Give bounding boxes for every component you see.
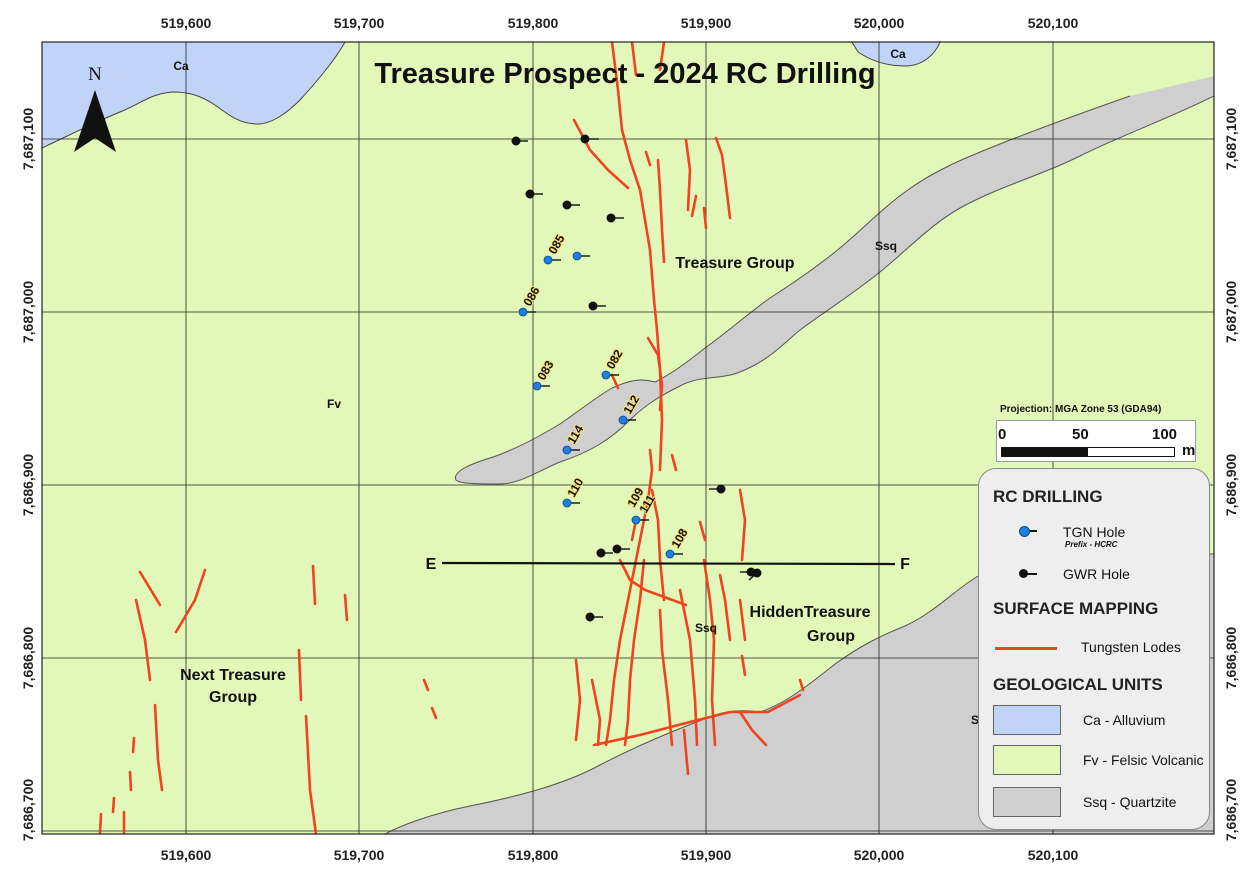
treasure-group-label: Treasure Group	[675, 255, 794, 272]
scale-bar: Projection: MGA Zone 53 (GDA94) 0 50 100…	[992, 400, 1202, 464]
unit-label-ssq: Ssq	[875, 239, 897, 253]
unit-label-ca: Ca	[173, 59, 189, 73]
legend-panel: RC DRILLING TGN Hole Prefix - HCRC GWR H…	[978, 468, 1210, 830]
alluvium-unit-right	[851, 42, 941, 67]
x-tick-label: 519,800	[508, 15, 559, 31]
quartzite-unit-ridge	[454, 76, 1214, 485]
hidden-treasure-group-label: Group	[807, 628, 855, 645]
surface-mapping-heading: SURFACE MAPPING	[993, 599, 1159, 618]
gwr-hole	[511, 136, 528, 146]
felsic-volcanic-swatch	[993, 745, 1061, 775]
gwr-hole	[562, 200, 580, 210]
x-tick-label: 520,100	[1028, 847, 1079, 863]
projection-label: Projection: MGA Zone 53 (GDA94)	[1000, 404, 1162, 415]
north-label: N	[88, 64, 102, 85]
quartzite-legend-label: Ssq - Quartzite	[1083, 794, 1177, 810]
tungsten-lodes-legend-line	[995, 647, 1057, 650]
section-end-label: F	[900, 556, 910, 573]
x-tick-label: 519,600	[161, 847, 212, 863]
unit-label-partial: S	[971, 713, 979, 727]
gwr-hole-legend-symbol	[1019, 569, 1041, 579]
gwr-hole	[709, 484, 726, 494]
next-treasure-group-label: Next Treasure	[180, 667, 286, 684]
hidden-treasure-group-label: HiddenTreasure	[750, 604, 871, 621]
x-tick-label: 519,700	[334, 847, 385, 863]
x-tick-label: 519,800	[508, 847, 559, 863]
x-tick-label: 519,900	[681, 15, 732, 31]
scale-tick-label: 50	[1072, 426, 1089, 443]
quartzite-swatch	[993, 787, 1061, 817]
y-tick-label: 7,686,800	[20, 627, 36, 689]
rc-drilling-heading: RC DRILLING	[993, 487, 1103, 506]
unit-label-fv: Fv	[327, 397, 341, 411]
gwr-hole	[580, 134, 599, 144]
gwr-hole	[525, 189, 543, 199]
gwr-hole	[585, 612, 603, 622]
y-tick-label: 7,686,800	[1223, 627, 1239, 689]
y-tick-label: 7,686,700	[20, 779, 36, 841]
tungsten-lodes-legend-label: Tungsten Lodes	[1081, 639, 1181, 655]
unit-label-ssq: Ssq	[695, 621, 717, 635]
north-arrow-icon: N	[74, 64, 116, 152]
scale-tick-label: 0	[998, 426, 1007, 443]
map-frame	[41, 41, 1215, 835]
gwr-hole	[588, 301, 606, 311]
section-line	[441, 561, 896, 566]
unit-label-ca: Ca	[890, 47, 906, 61]
felsic-volcanic-legend-label: Fv - Felsic Volcanic	[1083, 752, 1204, 768]
y-tick-label: 7,687,000	[20, 281, 36, 343]
y-tick-label: 7,687,100	[20, 108, 36, 170]
section-start-label: E	[426, 556, 437, 573]
gwr-hole	[606, 213, 624, 223]
tgn-hole	[572, 251, 590, 261]
gwr-holes	[511, 134, 762, 622]
tgn-hole-prefix-note: Prefix - HCRC	[1065, 540, 1118, 549]
scale-unit-label: m	[1182, 442, 1196, 459]
scale-tick-label: 100	[1152, 426, 1178, 443]
x-tick-label: 519,900	[681, 847, 732, 863]
alluvium-unit-left	[42, 42, 346, 149]
tgn-hole-legend-label: TGN Hole	[1063, 524, 1126, 540]
x-tick-label: 520,100	[1028, 15, 1079, 31]
x-tick-labels-top: 519,600 519,700 519,800 519,900 520,000 …	[161, 15, 1079, 31]
y-tick-label: 7,687,000	[1223, 281, 1239, 343]
alluvium-legend-label: Ca - Alluvium	[1083, 712, 1166, 728]
geological-units-heading: GEOLOGICAL UNITS	[993, 675, 1163, 694]
y-tick-label: 7,686,900	[1223, 454, 1239, 516]
x-tick-labels-bottom: 519,600 519,700 519,800 519,900 520,000 …	[161, 847, 1079, 863]
y-tick-label: 7,686,700	[1223, 779, 1239, 841]
gwr-hole	[748, 568, 762, 581]
y-tick-labels-left: 7,687,100 7,687,000 7,686,900 7,686,800 …	[20, 108, 36, 841]
gwr-hole	[612, 544, 630, 554]
x-tick-label: 520,000	[854, 15, 905, 31]
gwr-hole-legend-label: GWR Hole	[1063, 566, 1130, 582]
alluvium-swatch	[993, 705, 1061, 735]
next-treasure-group-label: Group	[209, 689, 257, 706]
y-tick-labels-right: 7,687,100 7,687,000 7,686,900 7,686,800 …	[1223, 108, 1239, 841]
y-tick-label: 7,686,900	[20, 454, 36, 516]
x-tick-label: 520,000	[854, 847, 905, 863]
gwr-hole	[596, 548, 613, 558]
map-title: Treasure Prospect - 2024 RC Drilling	[374, 58, 875, 90]
x-tick-label: 519,700	[334, 15, 385, 31]
y-tick-label: 7,687,100	[1223, 108, 1239, 170]
tgn-hole-legend-symbol	[1019, 526, 1041, 537]
x-tick-label: 519,600	[161, 15, 212, 31]
